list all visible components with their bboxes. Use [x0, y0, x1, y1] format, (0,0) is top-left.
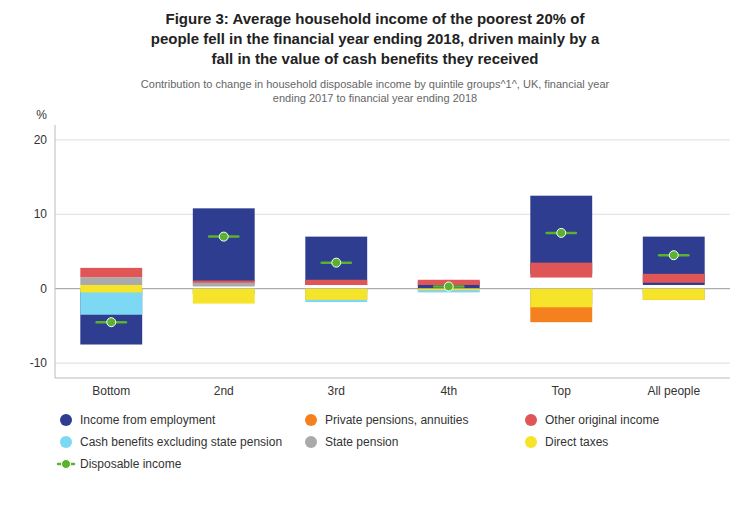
bar-segment [193, 208, 255, 281]
bar-segment [80, 289, 142, 345]
title-line: Figure 3: Average household income of th… [166, 10, 586, 27]
legend: Income from employment Private pensions, … [58, 413, 659, 471]
title-line: fall in the value of cash benefits they … [212, 50, 539, 67]
bar-segment [193, 283, 255, 287]
marker-dot [444, 282, 453, 291]
grid-line [55, 363, 730, 364]
legend-swatch [525, 414, 537, 426]
legend-label: Cash benefits excluding state pension [80, 435, 282, 449]
grid-line [55, 139, 730, 140]
y-axis-label: % [36, 108, 47, 122]
grid [55, 140, 730, 363]
bar-segment [530, 263, 592, 278]
series [80, 278, 704, 304]
legend-swatch [60, 436, 72, 448]
y-tick-label: 20 [34, 133, 48, 147]
legend-label: State pension [325, 435, 398, 449]
bar-segment [643, 289, 705, 300]
x-tick-label: Top [552, 384, 572, 398]
legend-dot [62, 460, 71, 469]
bar-segment [80, 289, 142, 315]
grid-line [55, 214, 730, 215]
series [80, 196, 704, 345]
legend-label: Income from employment [80, 413, 216, 427]
bar-segment [305, 289, 367, 300]
bar-segment [80, 285, 142, 292]
bar-segment [643, 289, 705, 300]
marker-dot [107, 318, 116, 327]
chart: Figure 3: Average household income of th… [0, 0, 750, 505]
bar-segment [80, 278, 142, 285]
bar-segment [305, 289, 367, 302]
x-axis-line [55, 378, 730, 379]
series [80, 285, 704, 307]
bar-segment [530, 289, 592, 308]
legend-label: Disposable income [80, 457, 182, 471]
bar-segment [643, 237, 705, 285]
bar-segment [643, 274, 705, 283]
marker-dot [332, 258, 341, 267]
legend-swatch [305, 414, 317, 426]
marks [80, 196, 704, 345]
marker-dot [557, 228, 566, 237]
y-axis-line [55, 125, 56, 378]
x-tick-label: Bottom [92, 384, 130, 398]
bar-segment [80, 268, 142, 278]
bar-segment [193, 289, 255, 304]
y-tick-label: -10 [30, 356, 48, 370]
series [97, 228, 689, 326]
y-tick-label: 0 [40, 282, 47, 296]
legend-swatch [525, 436, 537, 448]
subtitle: Contribution to change in household disp… [141, 78, 610, 104]
x-tick-label: All people [647, 384, 700, 398]
series [80, 263, 704, 285]
bar-segment [305, 237, 367, 285]
title: Figure 3: Average household income of th… [151, 10, 600, 67]
bar-segment [305, 289, 367, 300]
series [80, 289, 704, 315]
marker-dot [219, 232, 228, 241]
bar-segment [530, 196, 592, 274]
grid-line [55, 288, 730, 289]
legend-swatch [60, 414, 72, 426]
x-tick-label: 2nd [214, 384, 234, 398]
y-tick-label: 10 [34, 207, 48, 221]
legend-label: Other original income [545, 413, 659, 427]
bar-segment [305, 280, 367, 285]
series [80, 289, 704, 322]
legend-swatch [305, 436, 317, 448]
bar-segment [530, 289, 592, 322]
legend-label: Direct taxes [545, 435, 608, 449]
subtitle-line: ending 2017 to financial year ending 201… [273, 92, 477, 104]
legend-label: Private pensions, annuities [325, 413, 468, 427]
marker-dot [669, 251, 678, 260]
subtitle-line: Contribution to change in household disp… [141, 78, 610, 90]
title-line: people fell in the financial year ending… [151, 30, 600, 47]
x-tick-label: 4th [440, 384, 457, 398]
x-tick-label: 3rd [328, 384, 345, 398]
